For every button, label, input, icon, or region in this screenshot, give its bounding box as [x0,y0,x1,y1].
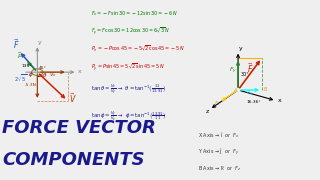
Text: B: B [264,87,267,92]
Text: $\tan\phi = \frac{V_y}{V_x}\ \rightarrow\ \phi = \tan^{-1}\!\left(\frac{13.91}{1: $\tan\phi = \frac{V_y}{V_x}\ \rightarrow… [92,110,167,123]
Text: $F_y = F\cos30 = 12\cos30 = 6\sqrt{3}\,N$: $F_y = F\cos30 = 12\cos30 = 6\sqrt{3}\,N… [92,27,171,37]
Text: $F_x$: $F_x$ [246,88,254,97]
Text: y: y [239,46,243,51]
Text: 16.36°: 16.36° [246,100,261,104]
Text: B Axis → k̂  or  $F_z$: B Axis → k̂ or $F_z$ [198,164,241,173]
Text: A: A [234,88,238,93]
Text: $F_y$: $F_y$ [228,66,237,76]
Text: $\vec{F}$: $\vec{F}$ [247,62,254,75]
Text: $\vec{F}$: $\vec{F}$ [13,37,20,51]
Text: Y Axis → ĵ  or  $F_y$: Y Axis → ĵ or $F_y$ [198,147,239,158]
Text: z: z [206,109,210,114]
Text: X Axis → î  or  $F_x$: X Axis → î or $F_x$ [198,130,240,140]
Text: $F_z$: $F_z$ [214,99,221,108]
Text: FORCE VECTOR: FORCE VECTOR [2,119,156,137]
Text: $V_x$: $V_x$ [49,70,57,79]
Text: COMPONENTS: COMPONENTS [2,151,145,169]
Text: 135°: 135° [21,64,32,68]
Text: y: y [38,40,42,45]
Text: $P_x = -P\cos45 = -5\sqrt{2}\cos45 = -5\,N$: $P_x = -P\cos45 = -5\sqrt{2}\cos45 = -5\… [92,44,186,53]
Text: $2\sqrt{5}$: $2\sqrt{5}$ [14,74,28,84]
Text: $\vec{V}$: $\vec{V}$ [69,91,77,105]
Text: 45°: 45° [39,66,47,70]
Text: $\phi$: $\phi$ [28,70,34,79]
Text: x: x [277,98,281,103]
Text: -5.3N: -5.3N [25,83,37,87]
Text: x: x [78,69,82,74]
Text: $P_y = P\sin45 = 5\sqrt{2}\sin45 = 5\,N$: $P_y = P\sin45 = 5\sqrt{2}\sin45 = 5\,N$ [92,62,165,73]
Text: 30°: 30° [241,72,249,77]
Text: $F_x = -F\sin30 = -12\sin30 = -6\,N$: $F_x = -F\sin30 = -12\sin30 = -6\,N$ [92,9,179,18]
Text: $\vec{P}$: $\vec{P}$ [17,51,23,61]
Text: $\theta$: $\theta$ [43,71,48,79]
Text: $\tan\theta = \frac{V_x}{V_y}\ \rightarrow\ \theta = \tan^{-1}\!\left(\frac{11}{: $\tan\theta = \frac{V_x}{V_y}\ \rightarr… [92,83,167,97]
